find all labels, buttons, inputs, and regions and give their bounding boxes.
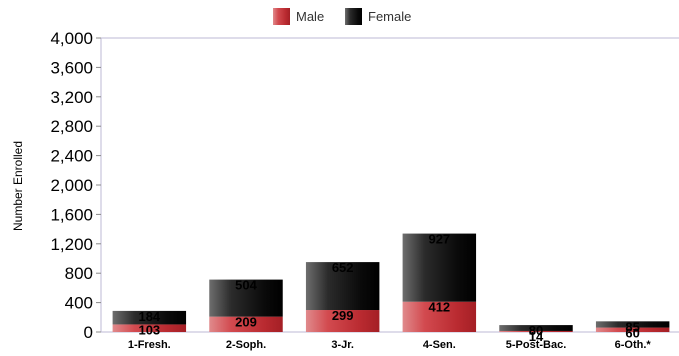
y-tick-label: 800 <box>65 264 93 283</box>
bar-male <box>402 301 477 332</box>
bar-female <box>595 321 670 328</box>
bar-male <box>112 324 187 332</box>
data-label-female: 504 <box>235 278 257 293</box>
data-label-female: 184 <box>138 309 160 324</box>
x-tick-label: 4-Sen. <box>423 339 456 351</box>
legend-label-female: Female <box>368 9 411 24</box>
legend-swatch-male <box>273 8 290 25</box>
y-tick-label: 3,200 <box>50 88 93 107</box>
y-tick-label: 1,200 <box>50 235 93 254</box>
bar-female <box>305 262 380 311</box>
bars <box>112 233 670 332</box>
data-label-male: 299 <box>332 308 354 323</box>
legend: Male Female <box>273 8 411 25</box>
y-tick-label: 2,800 <box>50 117 93 136</box>
bar-male <box>209 316 283 332</box>
plot-area <box>100 37 679 333</box>
x-tick-label: 2-Soph. <box>226 339 266 351</box>
data-label-male: 412 <box>428 300 450 315</box>
y-tick-label: 2,400 <box>50 147 93 166</box>
x-axis-ticks: 1-Fresh. 2-Soph. 3-Jr. 4-Sen. 5-Post-Bac. 6-O… <box>128 339 651 351</box>
y-tick-label: 0 <box>84 323 93 342</box>
bar-female <box>402 233 477 302</box>
data-label-male: 103 <box>138 322 160 337</box>
y-tick-label: 4,000 <box>50 29 93 48</box>
x-tick-label: 3-Jr. <box>331 339 354 351</box>
data-label-female: 80 <box>529 323 543 338</box>
bar-female <box>499 325 573 331</box>
bar-male <box>499 330 573 332</box>
y-axis-ticks: 0 400 800 1,200 1,600 2,000 2,400 2,800 3,200 3,6… <box>50 29 101 342</box>
x-tick-label: 1-Fresh. <box>128 339 171 351</box>
y-axis-label: Number Enrolled <box>11 141 25 231</box>
data-label-male: 14 <box>529 329 544 344</box>
y-tick-label: 2,000 <box>50 176 93 195</box>
y-tick-label: 400 <box>65 294 93 313</box>
y-tick-label: 3,600 <box>50 58 93 77</box>
bar-male <box>305 310 380 332</box>
y-tick-label: 1,600 <box>50 205 93 224</box>
data-label-female: 652 <box>332 260 354 275</box>
x-tick-label: 5-Post-Bac. <box>506 339 567 351</box>
data-label-male: 209 <box>235 315 257 330</box>
bar-female <box>209 279 283 317</box>
data-label-male: 60 <box>625 326 639 341</box>
x-tick-label: 6-Oth.* <box>615 339 652 351</box>
data-label-female: 85 <box>625 319 639 334</box>
legend-swatch-female <box>345 8 362 25</box>
bar-male <box>595 327 670 332</box>
legend-label-male: Male <box>296 9 324 24</box>
bar-female <box>112 310 187 325</box>
data-label-female: 927 <box>428 232 450 247</box>
